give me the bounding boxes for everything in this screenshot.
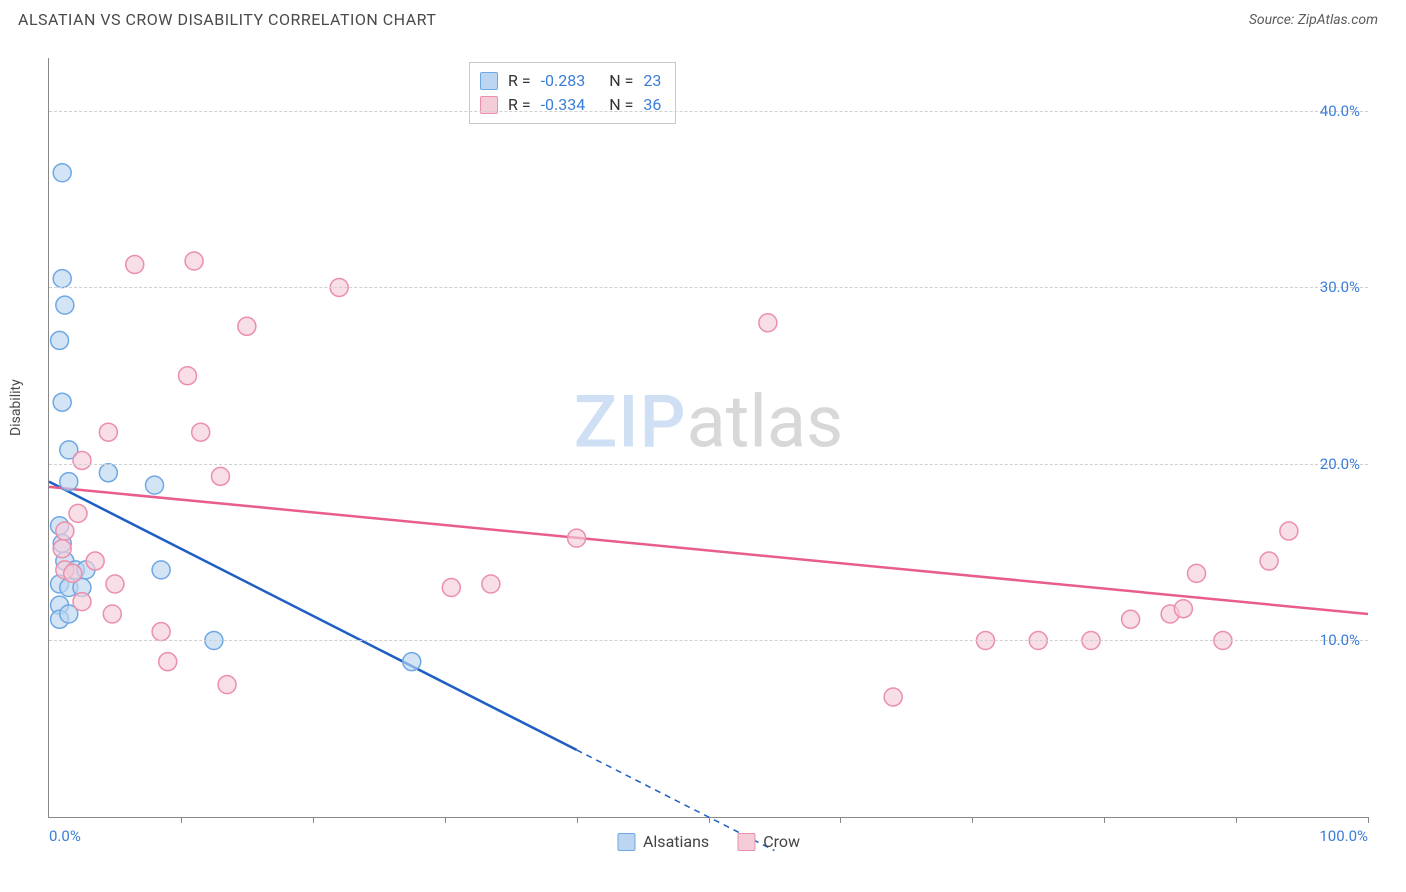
data-point-alsatians xyxy=(51,331,69,349)
data-point-crow xyxy=(64,564,82,582)
x-tick xyxy=(1236,817,1237,823)
x-tick xyxy=(577,817,578,823)
data-point-crow xyxy=(568,529,586,547)
data-point-crow xyxy=(884,688,902,706)
data-point-crow xyxy=(1280,522,1298,540)
data-point-crow xyxy=(86,552,104,570)
data-point-crow xyxy=(73,593,91,611)
chart-container: Disability ZIPatlas R = -0.283 N = 23 R … xyxy=(18,46,1388,866)
legend-item-alsatians: Alsatians xyxy=(617,832,709,851)
data-point-crow xyxy=(185,252,203,270)
data-point-crow xyxy=(152,623,170,641)
gridline xyxy=(49,640,1368,641)
y-tick-label: 30.0% xyxy=(1320,278,1360,296)
legend-swatch-crow xyxy=(737,833,755,851)
data-point-crow xyxy=(1260,552,1278,570)
x-tick xyxy=(1104,817,1105,823)
data-point-crow xyxy=(192,423,210,441)
data-point-crow xyxy=(99,423,117,441)
data-point-crow xyxy=(238,317,256,335)
data-point-alsatians xyxy=(53,164,71,182)
x-tick-label: 0.0% xyxy=(49,827,81,845)
data-point-crow xyxy=(103,605,121,623)
data-point-crow xyxy=(106,575,124,593)
data-point-alsatians xyxy=(99,464,117,482)
data-point-crow xyxy=(178,367,196,385)
data-point-alsatians xyxy=(53,270,71,288)
gridline xyxy=(49,111,1368,112)
legend-label-crow: Crow xyxy=(763,832,800,851)
data-point-crow xyxy=(1174,600,1192,618)
header: ALSATIAN VS CROW DISABILITY CORRELATION … xyxy=(0,0,1406,35)
chart-title: ALSATIAN VS CROW DISABILITY CORRELATION … xyxy=(18,10,436,29)
data-point-alsatians xyxy=(56,296,74,314)
data-point-crow xyxy=(53,540,71,558)
x-tick xyxy=(709,817,710,823)
plot-svg xyxy=(49,58,1368,817)
x-tick-label: 100.0% xyxy=(1319,827,1368,845)
y-tick-label: 40.0% xyxy=(1320,102,1360,120)
plot-area: ZIPatlas R = -0.283 N = 23 R = -0.334 N … xyxy=(48,58,1368,818)
y-tick-label: 10.0% xyxy=(1320,631,1360,649)
gridline xyxy=(49,287,1368,288)
data-point-crow xyxy=(69,504,87,522)
data-point-crow xyxy=(1122,610,1140,628)
x-tick xyxy=(445,817,446,823)
data-point-crow xyxy=(73,451,91,469)
data-point-crow xyxy=(1188,564,1206,582)
data-point-crow xyxy=(442,579,460,597)
data-point-crow xyxy=(56,522,74,540)
trend-line-alsatians xyxy=(49,482,577,750)
x-tick xyxy=(840,817,841,823)
x-tick xyxy=(181,817,182,823)
data-point-crow xyxy=(159,653,177,671)
gridline xyxy=(49,464,1368,465)
y-axis-label: Disability xyxy=(8,379,24,436)
x-tick xyxy=(313,817,314,823)
data-point-alsatians xyxy=(403,653,421,671)
x-tick xyxy=(1368,817,1369,823)
data-point-alsatians xyxy=(53,393,71,411)
data-point-crow xyxy=(218,676,236,694)
bottom-legend: Alsatians Crow xyxy=(617,832,800,851)
legend-swatch-alsatians xyxy=(617,833,635,851)
data-point-crow xyxy=(482,575,500,593)
x-tick xyxy=(972,817,973,823)
source-attribution: Source: ZipAtlas.com xyxy=(1249,12,1378,28)
data-point-crow xyxy=(211,467,229,485)
legend-label-alsatians: Alsatians xyxy=(643,832,709,851)
y-tick-label: 20.0% xyxy=(1320,455,1360,473)
legend-item-crow: Crow xyxy=(737,832,800,851)
data-point-crow xyxy=(759,314,777,332)
data-point-alsatians xyxy=(146,476,164,494)
data-point-alsatians xyxy=(152,561,170,579)
trend-line-crow xyxy=(49,487,1368,614)
data-point-crow xyxy=(126,256,144,274)
data-point-alsatians xyxy=(60,473,78,491)
